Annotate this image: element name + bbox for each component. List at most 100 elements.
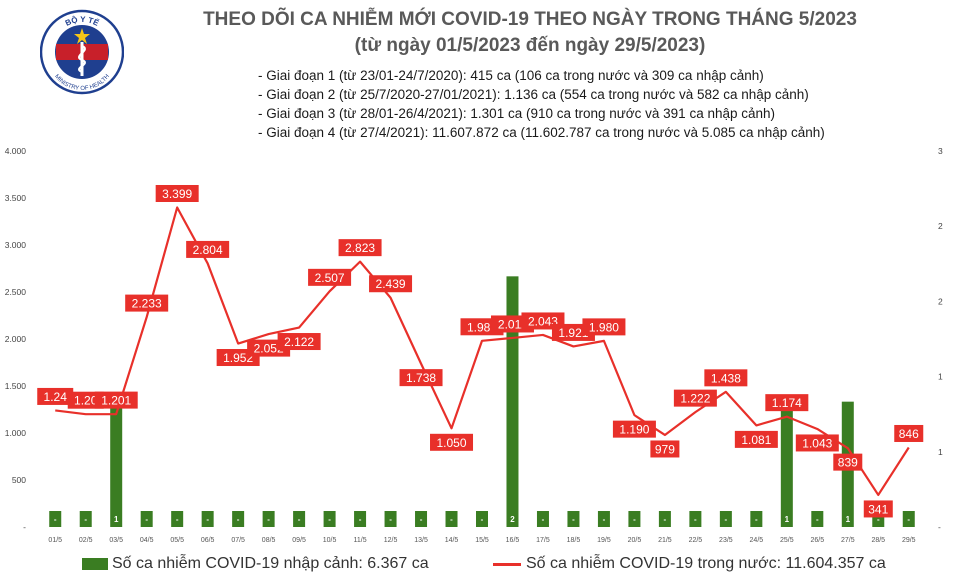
import-case-bar <box>354 511 367 527</box>
left-axis-tick-label: 1.500 <box>5 381 27 391</box>
import-bar-label: - <box>816 515 819 524</box>
domestic-data-label: 2.052 <box>254 342 284 356</box>
phase-note-1: - Giai đoạn 1 (từ 23/01-24/7/2020): 415 … <box>258 68 764 83</box>
import-case-bar <box>49 511 62 527</box>
left-axis-tick-label: 500 <box>12 475 26 485</box>
import-case-bar <box>293 511 306 527</box>
x-axis-tick-label: 22/5 <box>689 537 703 544</box>
import-bar-label: - <box>359 515 362 524</box>
left-axis-tick-label: 3.000 <box>5 240 27 250</box>
phase-note-4: - Giai đoạn 4 (từ 27/4/2021): 11.607.872… <box>258 125 825 140</box>
phase-note-2: - Giai đoạn 2 (từ 25/7/2020-27/01/2021):… <box>258 87 809 102</box>
x-axis-tick-label: 08/5 <box>262 537 276 544</box>
x-axis-tick-label: 29/5 <box>902 537 916 544</box>
domestic-label-box <box>338 239 382 257</box>
import-case-bar <box>719 511 732 527</box>
ministry-of-health-logo: BỘ Y TẾ MINISTRY OF HEALTH <box>40 9 124 95</box>
x-axis-tick-label: 27/5 <box>841 537 855 544</box>
left-axis-tick-label: - <box>23 522 26 532</box>
x-axis-tick-label: 11/5 <box>354 537 367 544</box>
import-bar-label: - <box>907 515 910 524</box>
import-case-bar <box>597 511 610 527</box>
domestic-data-label: 2.439 <box>376 277 406 291</box>
import-bar-label: - <box>267 515 270 524</box>
import-bar-label: - <box>450 515 453 524</box>
import-case-bar <box>902 511 915 527</box>
import-bar-label: - <box>145 515 148 524</box>
phase-notes: - Giai đoạn 1 (từ 23/01-24/7/2020): 415 … <box>258 66 825 142</box>
domestic-data-label: 1.738 <box>406 371 436 385</box>
import-bar-label: 1 <box>846 515 851 524</box>
domestic-label-box <box>863 500 893 518</box>
domestic-data-label: 1.190 <box>619 423 649 437</box>
import-case-bar <box>567 511 580 527</box>
import-bar-label: - <box>298 515 301 524</box>
import-bar-label: - <box>725 515 728 524</box>
domestic-data-label: 2.011 <box>498 317 527 331</box>
domestic-data-label: 2.804 <box>193 243 223 257</box>
import-case-bar <box>140 511 153 527</box>
x-axis-tick-label: 21/5 <box>658 537 672 544</box>
domestic-data-label: 1.952 <box>223 351 253 365</box>
import-bar-label: - <box>603 515 606 524</box>
domestic-label-box <box>704 369 748 387</box>
import-bar-label: - <box>328 515 331 524</box>
legend-line-label: Số ca nhiễm COVID-19 trong nước: 11.604.… <box>526 555 886 572</box>
import-case-bar <box>750 511 763 527</box>
import-case-bar <box>201 511 214 527</box>
import-bar-label: 1 <box>114 515 119 524</box>
x-axis-tick-label: 17/5 <box>536 537 550 544</box>
import-bar-label: - <box>481 515 484 524</box>
import-bar-label: - <box>633 515 636 524</box>
domestic-label-box <box>125 294 169 312</box>
domestic-label-box <box>650 440 680 458</box>
domestic-data-label: 979 <box>655 442 675 456</box>
x-axis-tick-label: 28/5 <box>871 537 885 544</box>
left-axis-tick-label: 1.000 <box>5 428 27 438</box>
x-axis-tick-label: 23/5 <box>719 537 733 544</box>
right-axis-tick-label: 2 <box>938 221 943 231</box>
import-bar-label: - <box>664 515 667 524</box>
chart-subtitle: (từ ngày 01/5/2023 đến ngày 29/5/2023) <box>354 35 706 56</box>
import-case-bar <box>384 511 397 527</box>
domestic-data-label: 846 <box>899 427 919 441</box>
right-axis-tick-label: 1 <box>938 372 943 382</box>
domestic-case-line <box>55 206 910 497</box>
import-bar-label: - <box>176 515 179 524</box>
domestic-label-box <box>734 430 778 448</box>
domestic-label-box <box>94 391 138 409</box>
legend-bar-label: Số ca nhiễm COVID-19 nhập cảnh: 6.367 ca <box>112 555 429 572</box>
x-axis-tick-label: 15/5 <box>475 537 489 544</box>
import-case-bar <box>110 401 123 527</box>
x-axis-tick-label: 09/5 <box>292 537 306 544</box>
domestic-label-box <box>612 420 656 438</box>
x-axis-tick-label: 05/5 <box>170 537 184 544</box>
domestic-data-label: 2.507 <box>315 271 345 285</box>
x-axis-tick-label: 03/5 <box>109 537 123 544</box>
domestic-data-label: 1.043 <box>802 436 832 450</box>
x-axis-tick-label: 18/5 <box>567 537 581 544</box>
import-case-bar <box>689 511 702 527</box>
legend-bar-swatch <box>82 558 108 570</box>
import-case-bar <box>811 511 824 527</box>
domestic-label-box <box>277 333 321 351</box>
x-axis-tick-label: 10/5 <box>323 537 337 544</box>
import-case-bar <box>628 511 641 527</box>
import-case-bar <box>780 401 793 527</box>
import-case-bar <box>323 511 336 527</box>
left-axis-tick-label: 2.000 <box>5 334 27 344</box>
svg-text:BỘ Y TẾ: BỘ Y TẾ <box>64 15 101 28</box>
import-case-bar <box>658 511 671 527</box>
import-bar-label: - <box>755 515 758 524</box>
x-axis-tick-label: 14/5 <box>445 537 459 544</box>
domestic-data-label: 2.233 <box>132 297 162 311</box>
import-case-bar <box>232 511 245 527</box>
domestic-data-label: 3.399 <box>162 187 192 201</box>
import-bar-label: - <box>572 515 575 524</box>
import-case-bar <box>79 511 92 527</box>
x-axis-tick-label: 25/5 <box>780 537 794 544</box>
x-axis-tick-label: 26/5 <box>810 537 824 544</box>
domestic-label-box <box>399 369 443 387</box>
right-axis-tick-label: 1 <box>938 447 943 457</box>
